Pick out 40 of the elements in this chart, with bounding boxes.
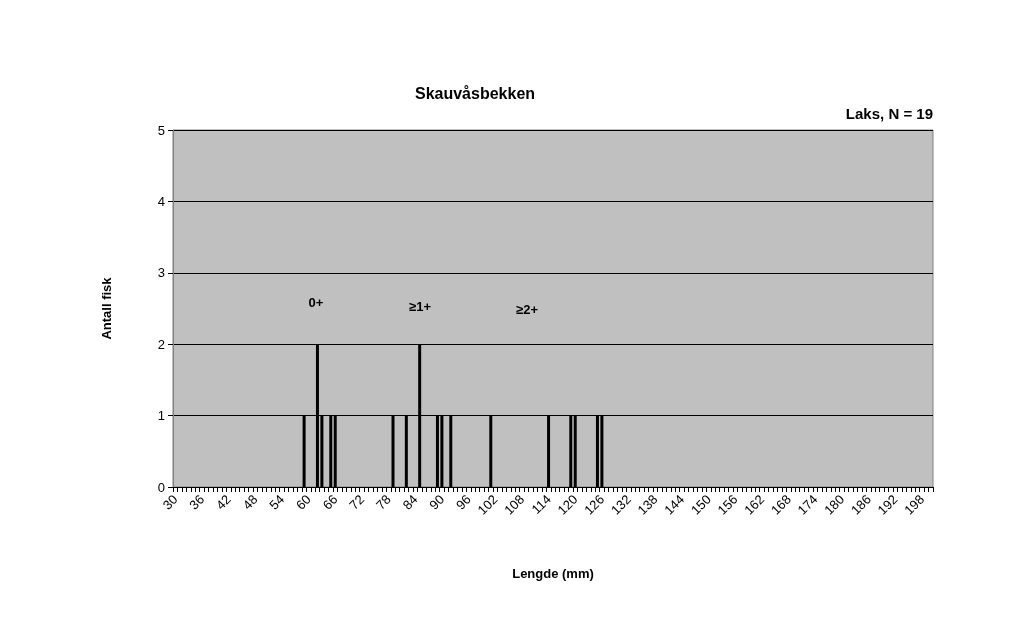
x-tick-label: 144 — [661, 491, 688, 518]
x-tick-label: 126 — [581, 491, 608, 518]
x-tick-label: 186 — [847, 491, 874, 518]
y-tick-label: 2 — [157, 336, 165, 352]
x-tick-label: 96 — [453, 491, 474, 513]
x-tick-label: 174 — [794, 491, 821, 518]
x-tick-label: 102 — [474, 491, 501, 518]
x-tick-label: 150 — [687, 491, 714, 518]
y-tick-label: 5 — [157, 122, 165, 138]
chart-title: Skauvåsbekken — [414, 84, 536, 102]
x-tick-label: 168 — [767, 491, 794, 518]
y-axis-title: Antall fisk — [99, 276, 114, 340]
y-tick-label: 3 — [157, 265, 165, 281]
x-tick-label: 60 — [293, 491, 314, 513]
x-tick-label: 156 — [714, 491, 741, 518]
annotation: ≥2+ — [516, 301, 539, 317]
x-tick-label: 48 — [239, 491, 261, 513]
x-tick-label: 138 — [634, 491, 661, 518]
x-tick-label: 42 — [213, 491, 234, 513]
x-tick-label: 162 — [741, 491, 768, 518]
x-tick-label: 198 — [901, 491, 928, 518]
x-tick-label: 180 — [821, 491, 848, 518]
x-tick-label: 78 — [373, 491, 394, 513]
x-tick-label: 36 — [186, 491, 208, 513]
x-tick-label: 120 — [554, 491, 581, 518]
annotation: 0+ — [308, 294, 324, 310]
x-tick-label: 108 — [501, 491, 528, 518]
x-tick-label: 114 — [528, 491, 554, 517]
annotation: ≥1+ — [409, 298, 432, 314]
chart-subtitle: Laks, N = 19 — [845, 104, 933, 122]
y-tick-label: 1 — [157, 408, 165, 424]
x-tick-label: 54 — [266, 491, 288, 513]
x-tick-label: 84 — [399, 491, 421, 513]
x-tick-label: 192 — [874, 491, 901, 518]
x-tick-label: 66 — [319, 491, 341, 513]
x-tick-label: 90 — [426, 491, 448, 513]
x-tick-label: 132 — [607, 491, 634, 518]
y-tick-label: 4 — [157, 193, 165, 209]
x-tick-label: 72 — [346, 491, 368, 513]
x-axis-title: Lengde (mm) — [512, 566, 594, 581]
